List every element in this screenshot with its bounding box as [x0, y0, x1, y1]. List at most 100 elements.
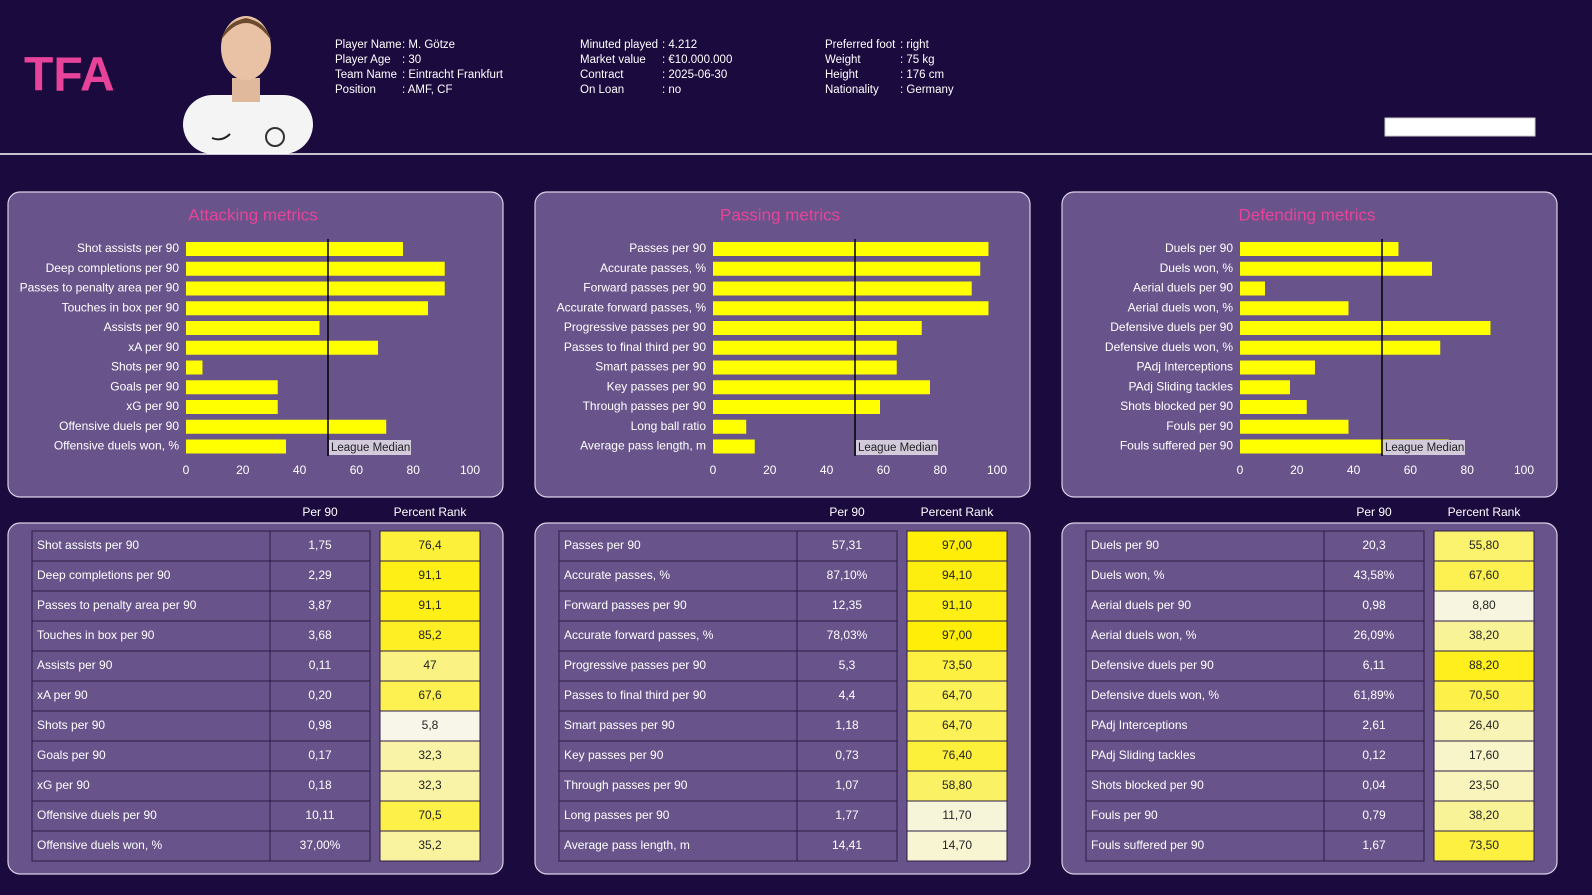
name-cell	[558, 800, 798, 832]
info-value: : right	[900, 39, 930, 51]
chart-title: Passing metrics	[720, 205, 840, 224]
category-label: Duels won, %	[1160, 261, 1234, 275]
rank-cell	[1433, 830, 1535, 862]
value-cell	[1323, 530, 1425, 562]
per90-value: 6,11	[1363, 658, 1386, 672]
category-label: Deep completions per 90	[46, 261, 180, 275]
rank-cell	[906, 830, 1008, 862]
category-label: Shots per 90	[111, 360, 179, 374]
bar	[186, 242, 403, 256]
info-label: Position	[335, 84, 376, 96]
rank-value: 8,80	[1472, 598, 1496, 612]
bar	[186, 360, 203, 375]
per90-value: 0,73	[835, 748, 859, 762]
bar	[713, 261, 981, 276]
name-cell	[558, 830, 798, 862]
column-header: Percent Rank	[1448, 505, 1522, 519]
rank-cell	[1433, 710, 1535, 742]
search-box[interactable]	[1384, 117, 1536, 137]
metric-name: Duels won, %	[1091, 568, 1165, 582]
rank-value: 38,20	[1469, 628, 1499, 642]
per90-value: 61,89%	[1354, 688, 1395, 702]
category-label: Defensive duels won, %	[1105, 340, 1233, 354]
rank-cell	[1433, 560, 1535, 592]
value-cell	[796, 530, 898, 562]
metric-name: Aerial duels per 90	[1091, 598, 1191, 612]
column-header: Per 90	[1356, 505, 1392, 519]
name-cell	[558, 650, 798, 682]
category-label: Long ball ratio	[631, 419, 707, 433]
metric-name: Duels per 90	[1091, 538, 1159, 552]
annotation: League Median	[1385, 442, 1464, 454]
name-cell	[1085, 830, 1325, 862]
per90-value: 4,4	[839, 688, 856, 702]
rank-value: 55,80	[1469, 538, 1499, 552]
value-cell	[269, 740, 371, 772]
value-cell	[269, 590, 371, 622]
value-cell	[796, 650, 898, 682]
metric-name: Shots blocked per 90	[1091, 778, 1204, 792]
category-label: Accurate passes, %	[600, 261, 706, 275]
rank-value: 70,5	[418, 808, 442, 822]
metric-name: Progressive passes per 90	[564, 658, 706, 672]
rank-cell	[1433, 590, 1535, 622]
metric-name: Passes to final third per 90	[564, 688, 706, 702]
name-cell	[31, 740, 271, 772]
rank-cell	[1433, 650, 1535, 682]
rank-cell	[906, 740, 1008, 772]
player-photo	[183, 16, 313, 154]
rank-cell	[1433, 770, 1535, 802]
rank-value: 76,4	[418, 538, 442, 552]
x-tick-label: 20	[236, 463, 250, 477]
per90-value: 2,29	[308, 568, 332, 582]
value-cell	[796, 590, 898, 622]
rank-cell	[379, 710, 481, 742]
info-value: : €10.000.000	[662, 54, 732, 66]
category-label: Duels per 90	[1165, 241, 1233, 255]
rank-cell	[1433, 740, 1535, 772]
per90-value: 10,11	[305, 808, 334, 822]
value-cell	[796, 740, 898, 772]
rank-value: 32,3	[418, 748, 442, 762]
value-cell	[796, 620, 898, 652]
bar	[186, 419, 387, 434]
category-label: Smart passes per 90	[595, 360, 706, 374]
x-tick-label: 0	[1237, 463, 1244, 477]
category-label: Shot assists per 90	[77, 241, 179, 255]
rank-value: 26,40	[1469, 718, 1499, 732]
bar	[713, 242, 989, 256]
per90-value: 0,98	[1362, 598, 1386, 612]
rank-value: 64,70	[942, 688, 972, 702]
per90-value: 1,18	[835, 718, 859, 732]
category-label: Accurate forward passes, %	[557, 300, 707, 314]
info-value: : AMF, CF	[402, 84, 452, 96]
rank-value: 76,40	[942, 748, 972, 762]
rank-value: 58,80	[942, 778, 972, 792]
rank-cell	[379, 620, 481, 652]
category-label: xG per 90	[126, 399, 179, 413]
bar	[186, 261, 445, 276]
rank-value: 47	[423, 658, 437, 672]
bar	[1240, 321, 1491, 335]
category-label: Fouls per 90	[1166, 419, 1233, 433]
metric-name: Smart passes per 90	[564, 718, 675, 732]
category-label: Defensive duels per 90	[1110, 320, 1233, 334]
x-tick-label: 60	[1404, 463, 1418, 477]
annotation: League Median	[331, 442, 410, 454]
category-label: Aerial duels per 90	[1133, 281, 1233, 295]
name-cell	[31, 650, 271, 682]
metric-name: Average pass length, m	[564, 838, 690, 852]
bar	[713, 400, 880, 414]
per90-value: 5,3	[839, 658, 856, 672]
value-cell	[1323, 740, 1425, 772]
x-tick-label: 100	[1514, 463, 1534, 477]
category-label: Offensive duels won, %	[54, 439, 180, 453]
x-tick-label: 20	[763, 463, 777, 477]
category-label: Goals per 90	[110, 379, 179, 393]
name-cell	[31, 830, 271, 862]
rank-value: 94,10	[942, 568, 972, 582]
info-label: Height	[825, 69, 859, 81]
category-label: PAdj Interceptions	[1137, 360, 1234, 374]
value-cell	[1323, 710, 1425, 742]
